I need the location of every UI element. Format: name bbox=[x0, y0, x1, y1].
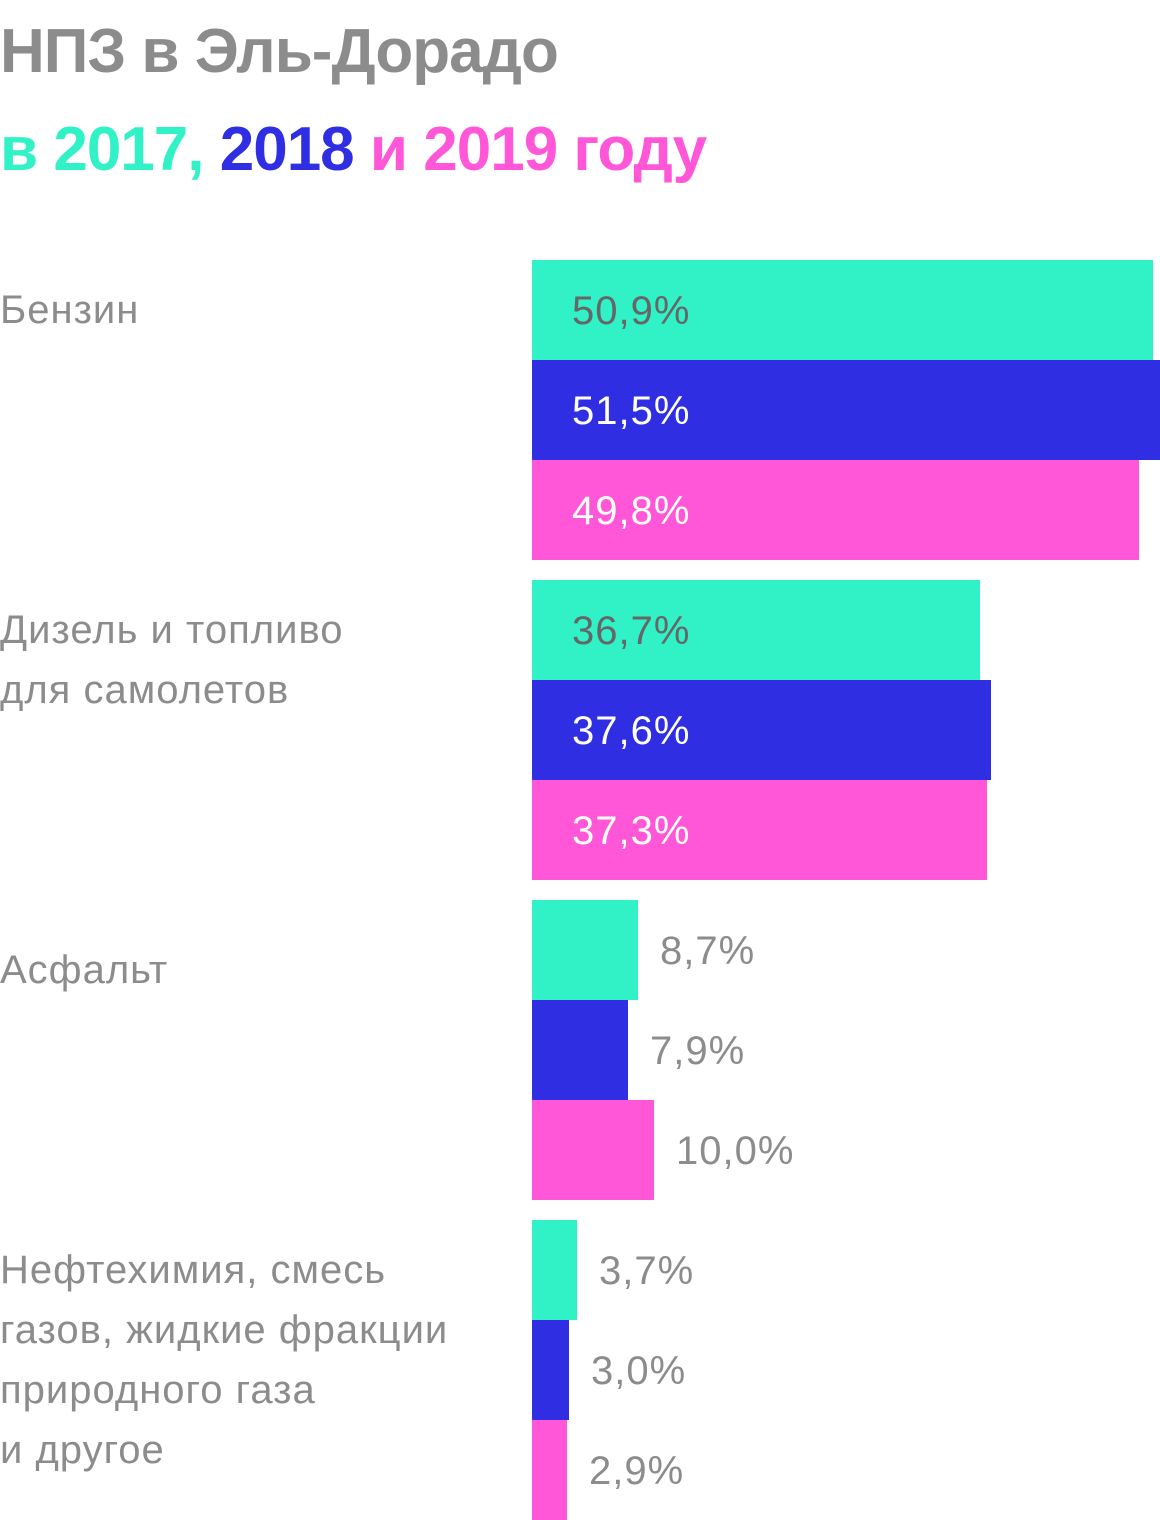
bar-2017-1 bbox=[532, 580, 980, 680]
data-label-2017-3: 3,7% bbox=[599, 1249, 694, 1293]
bar-2017-3 bbox=[532, 1220, 577, 1320]
subtitle-year-2017: 2017, bbox=[53, 115, 204, 184]
data-label-2018-1: 37,6% bbox=[572, 709, 690, 753]
category-label-benzin: Бензин bbox=[0, 280, 520, 340]
category-label-line: и другое bbox=[0, 1428, 165, 1472]
category-label-line: газов, жидкие фракции bbox=[0, 1308, 449, 1352]
chart-title: НПЗ в Эль-Дорадо bbox=[0, 17, 559, 86]
bar-2019-3 bbox=[532, 1420, 567, 1520]
category-label-line: природного газа bbox=[0, 1368, 316, 1412]
data-label-2017-2: 8,7% bbox=[660, 929, 755, 973]
subtitle-prefix: в bbox=[0, 115, 54, 184]
category-label-asphalt: Асфальт bbox=[0, 940, 520, 1000]
bar-2018-1 bbox=[532, 680, 991, 780]
category-label-diesel: Дизель и топливо для самолетов bbox=[0, 600, 520, 720]
data-label-2019-2: 10,0% bbox=[676, 1129, 794, 1173]
subtitle-joiner: и bbox=[353, 115, 424, 184]
data-label-2017-1: 36,7% bbox=[572, 609, 690, 653]
data-label-2019-1: 37,3% bbox=[572, 809, 690, 853]
bar-2019-2 bbox=[532, 1100, 654, 1200]
category-label-line: Нефтехимия, смесь bbox=[0, 1248, 387, 1292]
bar-2017-0 bbox=[532, 260, 1153, 360]
data-label-2019-0: 49,8% bbox=[572, 489, 690, 533]
bar-2018-3 bbox=[532, 1320, 569, 1420]
category-label-line: Бензин bbox=[0, 288, 140, 332]
data-label-2019-3: 2,9% bbox=[589, 1449, 684, 1493]
category-label-line: Асфальт bbox=[0, 948, 169, 992]
data-label-2018-2: 7,9% bbox=[650, 1029, 745, 1073]
bar-2018-0 bbox=[532, 360, 1160, 460]
chart-subtitle: в 2017, 2018 и 2019 году bbox=[0, 110, 707, 190]
bar-2019-0 bbox=[532, 460, 1139, 560]
category-label-petrochem: Нефтехимия, смесь газов, жидкие фракции … bbox=[0, 1240, 520, 1480]
data-label-2018-0: 51,5% bbox=[572, 389, 690, 433]
data-label-2017-0: 50,9% bbox=[572, 289, 690, 333]
subtitle-year-2018: 2018 bbox=[219, 115, 355, 184]
bar-2018-2 bbox=[532, 1000, 628, 1100]
category-label-line: Дизель и топливо bbox=[0, 608, 344, 652]
data-label-2018-3: 3,0% bbox=[591, 1349, 686, 1393]
subtitle-year-2019: 2019 году bbox=[423, 115, 707, 184]
category-label-line: для самолетов bbox=[0, 668, 290, 712]
bar-2017-2 bbox=[532, 900, 638, 1000]
bar-2019-1 bbox=[532, 780, 987, 880]
